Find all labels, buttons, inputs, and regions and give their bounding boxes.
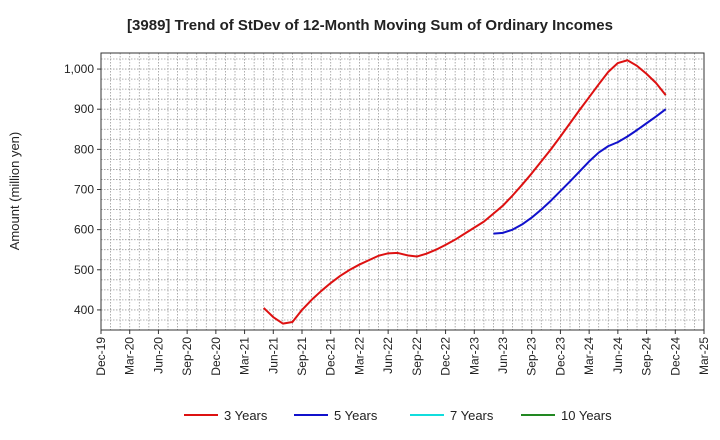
x-tick-label: Dec-21	[324, 337, 338, 376]
x-tick-label: Sep-20	[180, 337, 194, 376]
y-tick-label: 500	[74, 263, 94, 277]
y-axis-label: Amount (million yen)	[7, 132, 22, 251]
series-line-1	[493, 108, 667, 235]
x-tick-label: Jun-24	[611, 337, 625, 374]
x-tick-label: Jun-21	[266, 337, 280, 374]
grid	[100, 53, 705, 330]
chart-title: [3989] Trend of StDev of 12-Month Moving…	[127, 17, 613, 34]
legend-label: 7 Years	[450, 408, 494, 423]
legend-label: 3 Years	[224, 408, 268, 423]
x-tick-label: Dec-23	[553, 337, 567, 376]
series-layer	[263, 59, 667, 325]
x-tick-label: Dec-24	[668, 337, 682, 376]
y-tick-label: 600	[74, 223, 94, 237]
x-tick-label: Mar-21	[238, 337, 252, 375]
y-tick-label: 1,000	[64, 62, 94, 76]
axes: 400 500 600 700 800 900 1,000 Dec-19 Mar-20 Jun-2…	[64, 52, 711, 376]
x-tick-label: Mar-22	[352, 337, 366, 375]
x-tick-label: Mar-20	[123, 337, 137, 375]
series-line-0	[263, 59, 667, 325]
x-tick-label: Jun-22	[381, 337, 395, 374]
x-tick-label: Mar-23	[467, 337, 481, 375]
y-tick-label: 400	[74, 303, 94, 317]
x-tick-label: Sep-22	[410, 337, 424, 376]
x-tick-label: Sep-21	[295, 337, 309, 376]
x-tick-label: Dec-22	[439, 337, 453, 376]
x-tick-label: Sep-24	[640, 337, 654, 376]
x-tick-label: Sep-23	[525, 337, 539, 376]
x-tick-label: Mar-25	[697, 337, 711, 375]
legend-label: 10 Years	[561, 408, 612, 423]
x-tick-label: Dec-20	[209, 337, 223, 376]
x-tick-label: Jun-20	[151, 337, 165, 374]
x-tick-label: Dec-19	[94, 337, 108, 376]
y-tick-label: 800	[74, 142, 94, 156]
y-tick-label: 900	[74, 102, 94, 116]
plot-frame	[100, 52, 705, 331]
x-tick-label: Mar-24	[582, 337, 596, 375]
legend-label: 5 Years	[334, 408, 378, 423]
x-tick-label: Jun-23	[496, 337, 510, 374]
legend: 3 Years 5 Years 7 Years 10 Years	[184, 408, 612, 423]
y-tick-label: 700	[74, 182, 94, 196]
